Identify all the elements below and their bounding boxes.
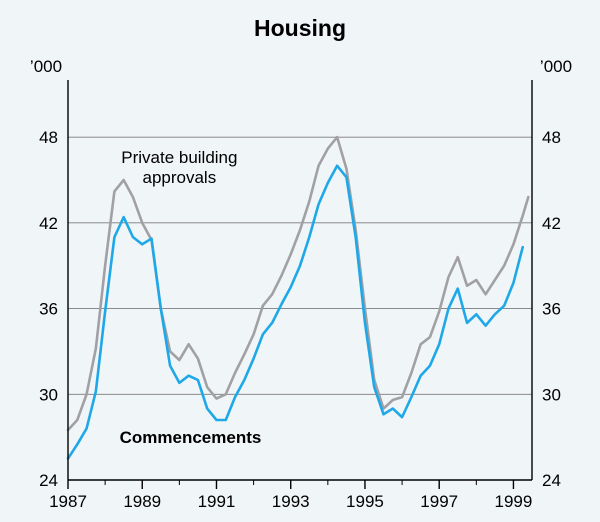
y-unit-label-right: ’000 — [540, 57, 572, 76]
y-tick-label-right: 30 — [542, 385, 561, 404]
series-label-commencements: Commencements — [120, 428, 262, 447]
chart-container: 1987 1989 1991 1993 1995 1997 1999 24 24 30 30 36 36… — [0, 0, 600, 522]
y-tick-label-left: 48 — [39, 128, 58, 147]
y-tick-label-left: 36 — [39, 300, 58, 319]
housing-chart: 1987 1989 1991 1993 1995 1997 1999 24 24 30 30 36 36… — [0, 0, 600, 522]
y-tick-label-right: 42 — [542, 214, 561, 233]
y-tick-label-left: 30 — [39, 385, 58, 404]
y-tick-label-right: 36 — [542, 300, 561, 319]
x-tick-label: 1997 — [420, 492, 458, 511]
y-tick-label-right: 48 — [542, 128, 561, 147]
y-tick-label-right: 24 — [542, 471, 561, 490]
x-tick-label: 1989 — [123, 492, 161, 511]
x-tick-label: 1991 — [198, 492, 236, 511]
y-tick-label-left: 42 — [39, 214, 58, 233]
y-tick-label-left: 24 — [39, 471, 58, 490]
x-tick-label: 1999 — [495, 492, 533, 511]
y-unit-label-left: ’000 — [30, 57, 62, 76]
x-tick-label: 1987 — [49, 492, 87, 511]
x-tick-label: 1993 — [272, 492, 310, 511]
x-tick-label: 1995 — [346, 492, 384, 511]
chart-title: Housing — [254, 15, 346, 41]
